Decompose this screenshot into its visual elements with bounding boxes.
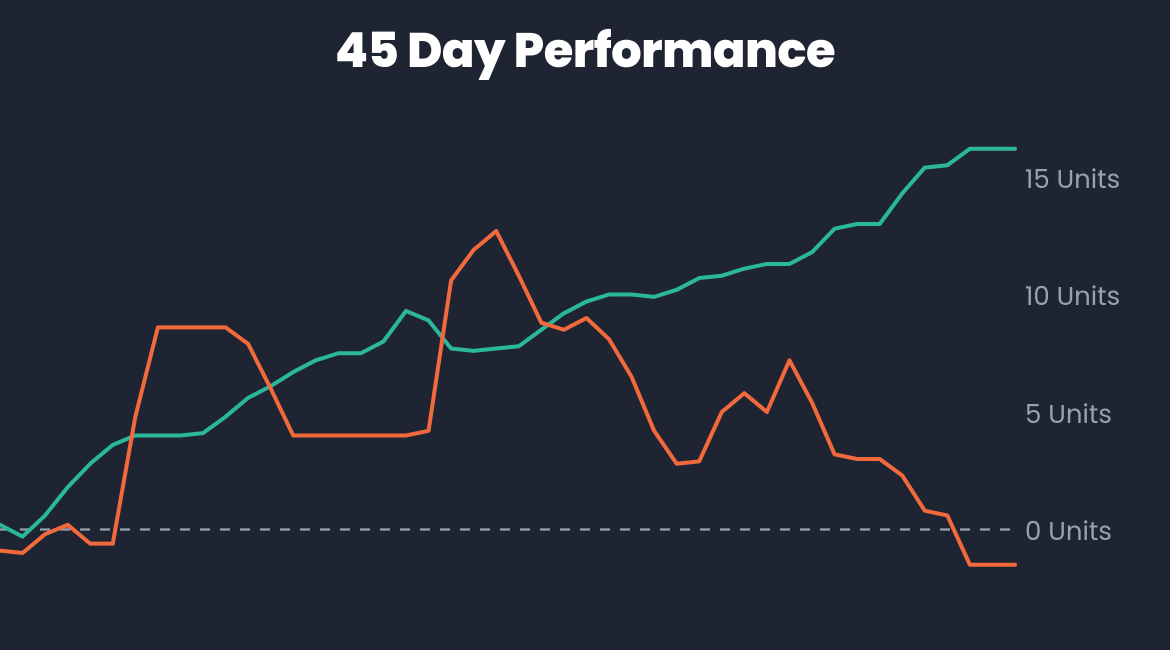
series-b-line: [0, 231, 1015, 565]
y-tick-label: 0 Units: [1025, 513, 1112, 552]
chart-container: 45 Day Performance 0 Units5 Units10 Unit…: [0, 0, 1170, 650]
performance-line-chart: [0, 0, 1170, 650]
y-tick-label: 10 Units: [1025, 278, 1120, 317]
y-tick-label: 5 Units: [1025, 396, 1112, 435]
y-tick-label: 15 Units: [1025, 161, 1120, 200]
